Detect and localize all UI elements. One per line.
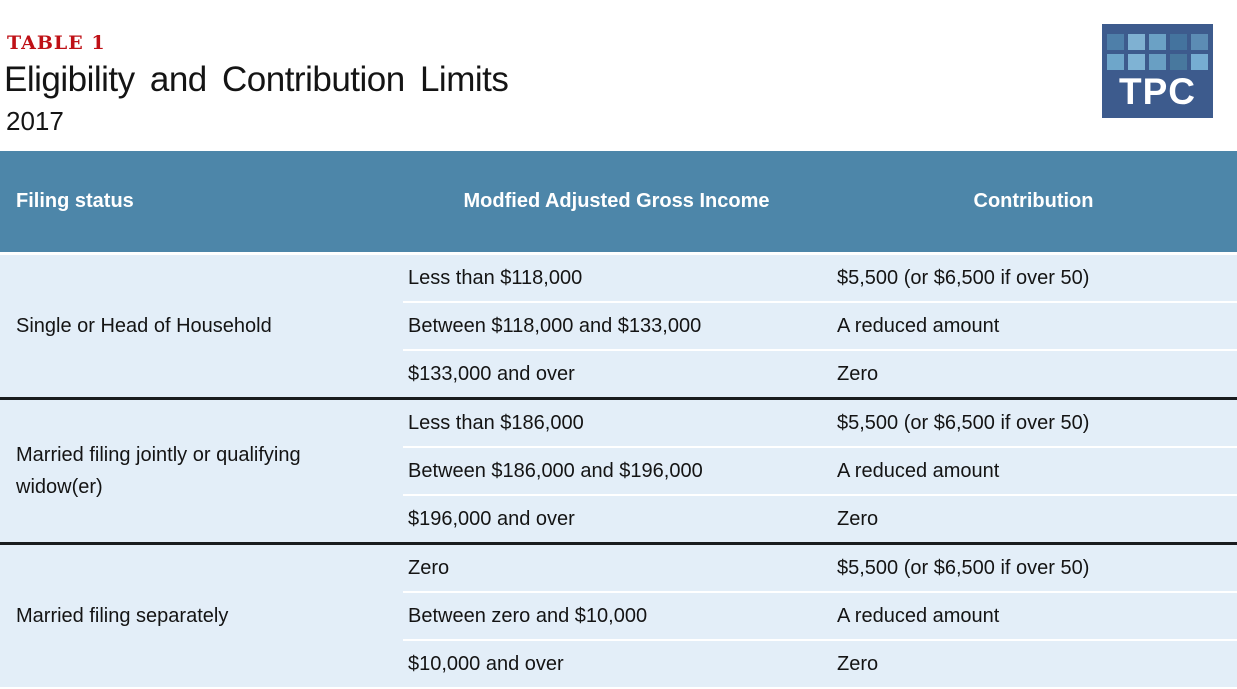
contribution-cell: Zero <box>830 641 1237 687</box>
logo-square <box>1191 54 1208 70</box>
contribution-cell: A reduced amount <box>830 593 1237 639</box>
logo-grid <box>1102 24 1213 70</box>
logo-square <box>1107 54 1124 70</box>
cropped-next-row-left <box>0 687 403 689</box>
magi-cell: Zero <box>403 545 830 591</box>
cropped-next-row-right <box>403 687 1237 689</box>
logo-square <box>1191 34 1208 50</box>
table-group: Married filing jointly or qualifying wid… <box>0 397 1237 542</box>
magi-cell: Between $118,000 and $133,000 <box>403 303 830 349</box>
contribution-cell: Zero <box>830 496 1237 542</box>
magi-cell: $10,000 and over <box>403 641 830 687</box>
filing-status-cell: Married filing separately <box>0 545 403 687</box>
contribution-cell: $5,500 (or $6,500 if over 50) <box>830 545 1237 591</box>
group-rows: Less than $186,000 $5,500 (or $6,500 if o… <box>403 400 1237 542</box>
table-group: Married filing separately Zero $5,500 (or … <box>0 542 1237 687</box>
magi-cell: $133,000 and over <box>403 351 830 397</box>
contribution-cell: $5,500 (or $6,500 if over 50) <box>830 255 1237 301</box>
table-row: Zero $5,500 (or $6,500 if over 50) <box>403 545 1237 591</box>
filing-status-cell: Single or Head of Household <box>0 255 403 397</box>
magi-cell: Between $186,000 and $196,000 <box>403 448 830 494</box>
contribution-cell: A reduced amount <box>830 303 1237 349</box>
logo-square <box>1170 54 1187 70</box>
logo-square <box>1149 34 1166 50</box>
table-row: Between $118,000 and $133,000 A reduced a… <box>403 301 1237 349</box>
filing-status-cell: Married filing jointly or qualifying wid… <box>0 400 403 542</box>
tpc-logo: TPC <box>1102 24 1213 118</box>
table-row: Between $186,000 and $196,000 A reduced a… <box>403 446 1237 494</box>
magi-cell: Less than $186,000 <box>403 400 830 446</box>
logo-square <box>1107 34 1124 50</box>
table-row: $10,000 and over Zero <box>403 639 1237 687</box>
table-row: Between zero and $10,000 A reduced amount <box>403 591 1237 639</box>
eligibility-table: Filing status Modfied Adjusted Gross Inc… <box>0 151 1237 689</box>
group-rows: Zero $5,500 (or $6,500 if over 50) Between… <box>403 545 1237 687</box>
logo-text: TPC <box>1119 71 1196 112</box>
column-header-filing-status: Filing status <box>16 190 134 212</box>
contribution-cell: Zero <box>830 351 1237 397</box>
table-header-row: Filing status Modfied Adjusted Gross Inc… <box>0 151 1237 252</box>
page-title: Eligibility and Contribution Limits <box>4 60 509 99</box>
cropped-next-row <box>0 687 1237 689</box>
magi-cell: $196,000 and over <box>403 496 830 542</box>
page-year: 2017 <box>6 106 64 136</box>
logo-square <box>1128 34 1145 50</box>
table-label: TABLE 1 <box>7 32 106 54</box>
table-row: $196,000 and over Zero <box>403 494 1237 542</box>
magi-cell: Less than $118,000 <box>403 255 830 301</box>
magi-cell: Between zero and $10,000 <box>403 593 830 639</box>
table-row: Less than $118,000 $5,500 (or $6,500 if o… <box>403 255 1237 301</box>
contribution-cell: $5,500 (or $6,500 if over 50) <box>830 400 1237 446</box>
table-row: $133,000 and over Zero <box>403 349 1237 397</box>
table-group: Single or Head of Household Less than $11… <box>0 255 1237 397</box>
table-row: Less than $186,000 $5,500 (or $6,500 if o… <box>403 400 1237 446</box>
table-body: Single or Head of Household Less than $11… <box>0 255 1237 687</box>
contribution-cell: A reduced amount <box>830 448 1237 494</box>
logo-square <box>1128 54 1145 70</box>
group-rows: Less than $118,000 $5,500 (or $6,500 if o… <box>403 255 1237 397</box>
column-header-magi: Modfied Adjusted Gross Income <box>463 190 770 212</box>
logo-square <box>1149 54 1166 70</box>
logo-square <box>1170 34 1187 50</box>
masthead: TABLE 1 Eligibility and Contribution Lim… <box>0 0 1237 151</box>
column-header-contribution: Contribution <box>973 190 1094 212</box>
